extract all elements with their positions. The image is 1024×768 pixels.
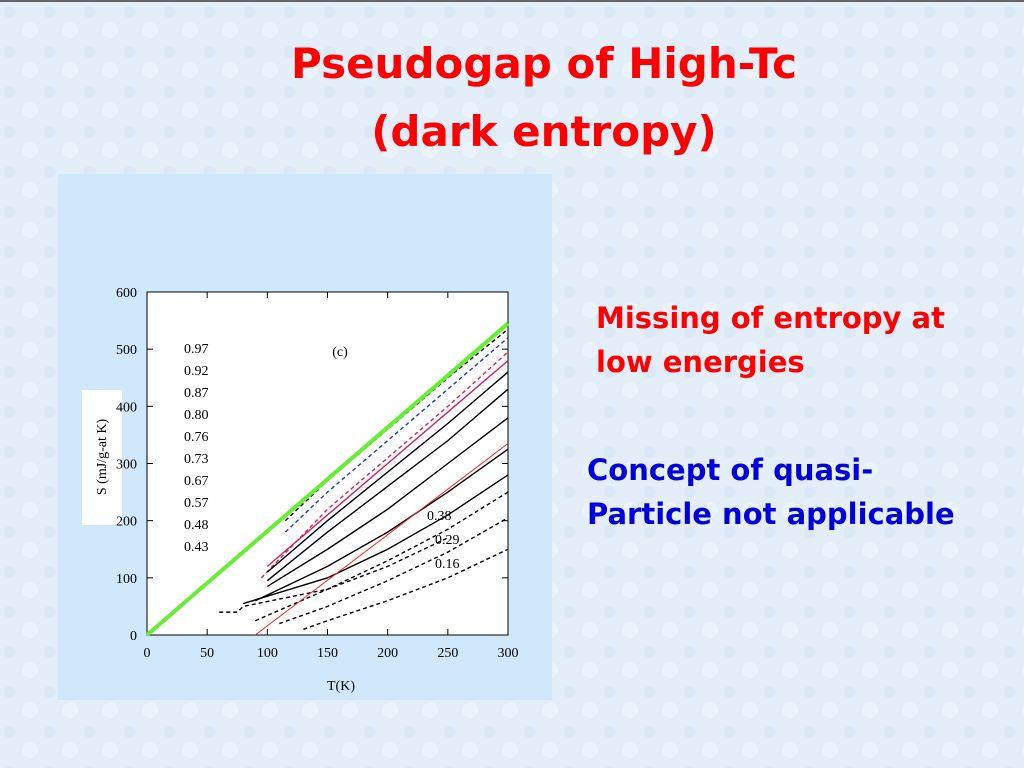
- series-label: 0.43: [184, 540, 209, 555]
- series-line: [303, 548, 509, 630]
- x-tick-label: 150: [317, 646, 338, 661]
- top-border: [0, 0, 1024, 2]
- x-tick-label: 200: [377, 646, 398, 661]
- series-line: [284, 337, 509, 533]
- y-axis-label: S (mJ/g-at K): [95, 419, 110, 496]
- series-line: [254, 448, 509, 602]
- y-tick-label: 600: [116, 286, 137, 301]
- reference-line: [254, 443, 509, 636]
- series-line: [266, 371, 509, 573]
- series-line: [266, 417, 509, 588]
- annotation: (c): [332, 345, 348, 360]
- series-line: [243, 474, 509, 605]
- series-label: 0.29: [435, 533, 460, 548]
- series-label: 0.48: [184, 518, 209, 533]
- series-label: 0.67: [184, 474, 209, 489]
- title: (dark entropy): [371, 107, 717, 156]
- y-tick-label: 0: [130, 629, 137, 644]
- x-tick-label: 300: [498, 646, 519, 661]
- y-tick-label: 500: [116, 343, 137, 358]
- x-tick-label: 100: [257, 646, 278, 661]
- series-line: [284, 328, 509, 522]
- series-label: 0.16: [435, 557, 460, 572]
- series-label: 0.80: [184, 408, 209, 423]
- x-axis-label: T(K): [327, 679, 355, 694]
- title: Pseudogap of High-Tc: [291, 39, 797, 88]
- series-label: 0.38: [427, 509, 452, 524]
- x-tick-label: 0: [144, 646, 151, 661]
- series-label: 0.97: [184, 342, 209, 357]
- series-line: [219, 537, 449, 613]
- series-label: 0.87: [184, 386, 209, 401]
- series-line: [260, 351, 509, 579]
- series-line: [266, 360, 509, 567]
- y-label-box: [82, 390, 122, 525]
- x-tick-label: 250: [437, 646, 458, 661]
- x-tick-label: 50: [200, 646, 214, 661]
- y-tick-label: 300: [116, 458, 137, 473]
- series-label: 0.57: [184, 496, 209, 511]
- series-label: 0.92: [184, 364, 209, 379]
- point-text: low energies: [596, 345, 805, 379]
- series-label: 0.76: [184, 430, 209, 445]
- series-line: [255, 491, 509, 622]
- y-tick-label: 400: [116, 400, 137, 415]
- series-line: [266, 388, 509, 582]
- reference-line: [145, 321, 510, 637]
- point-text: Missing of entropy at: [596, 301, 945, 335]
- point-text: Concept of quasi-: [587, 453, 873, 487]
- series-line: [279, 517, 509, 625]
- series-label: 0.73: [184, 452, 209, 467]
- y-tick-label: 200: [116, 515, 137, 530]
- y-tick-label: 100: [116, 572, 137, 587]
- point-text: Particle not applicable: [587, 497, 955, 531]
